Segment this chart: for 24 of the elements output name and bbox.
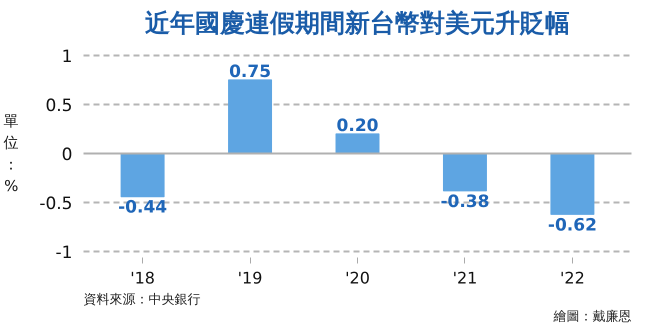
bar	[120, 153, 165, 198]
y-tick-label: 1	[62, 46, 73, 67]
data-label: -0.44	[118, 198, 168, 218]
x-tick-label: '21	[452, 268, 478, 288]
chart-title: 近年國慶連假期間新台幣對美元升貶幅	[145, 8, 570, 38]
y-axis-title: 單位：%	[3, 112, 18, 195]
y-tick-label: -1	[56, 243, 73, 264]
x-tick-label: '22	[560, 268, 585, 288]
data-label: 0.75	[229, 62, 272, 82]
bar	[442, 153, 487, 192]
y-tick-label: 0	[62, 145, 73, 165]
y-tick-label: 0.5	[45, 96, 73, 116]
x-tick-label: '18	[130, 268, 155, 288]
y-tick-label: -0.5	[39, 194, 72, 214]
bar	[550, 153, 594, 215]
source-note: 資料來源：中央銀行	[84, 292, 200, 308]
x-tick-label: '19	[238, 268, 262, 288]
data-label: 0.20	[336, 116, 379, 136]
text: 繪圖：戴廉恩	[552, 310, 632, 324]
data-label: -0.38	[440, 192, 490, 212]
bar	[228, 79, 272, 154]
data-label: -0.62	[548, 215, 597, 236]
x-tick-label: '20	[345, 268, 370, 288]
bar	[336, 133, 380, 154]
